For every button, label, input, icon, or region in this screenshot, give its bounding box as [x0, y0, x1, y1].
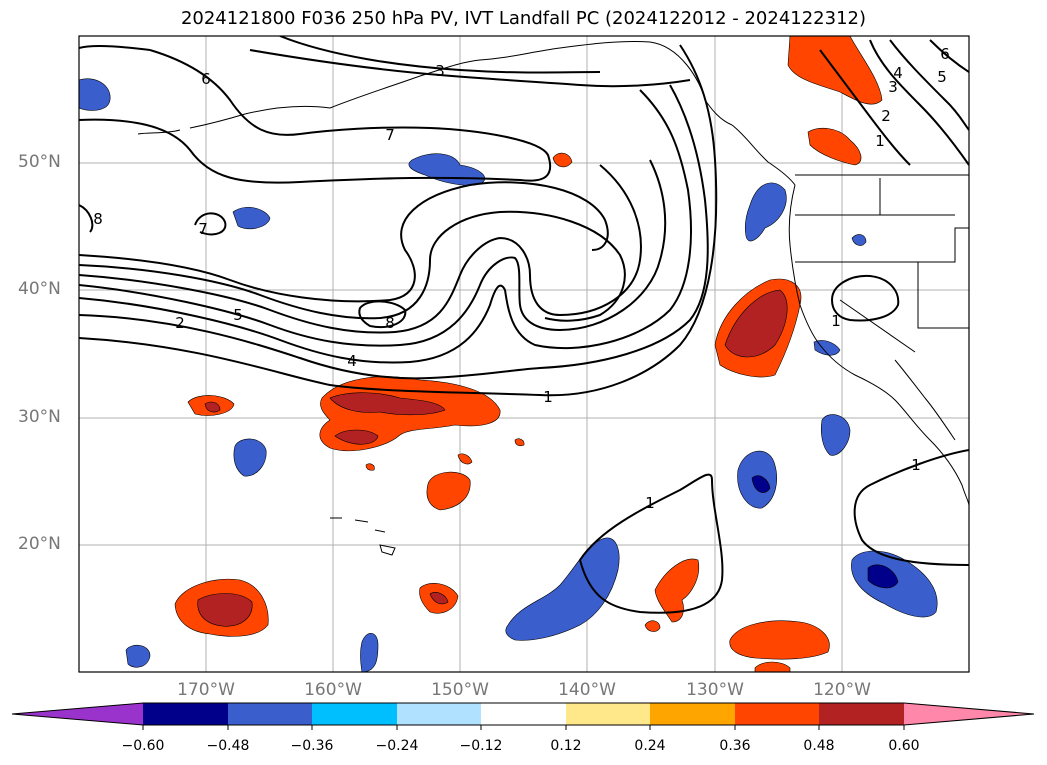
- lat-label: 20°N: [18, 534, 61, 554]
- contour-label: 4: [893, 64, 903, 82]
- colorbar-tick-label: −0.12: [459, 738, 503, 754]
- contour-label: 2: [175, 314, 185, 332]
- contour-label: 5: [233, 306, 243, 324]
- colorbar-tick-label: −0.24: [375, 738, 419, 754]
- map-title: 2024121800 F036 250 hPa PV, IVT Landfall…: [180, 8, 867, 29]
- contour-label: 4: [347, 352, 357, 370]
- colorbar-segment: [904, 703, 1034, 725]
- lon-label: 160°W: [304, 680, 362, 700]
- colorbar-segment: [397, 703, 481, 725]
- contour-label: 8: [93, 210, 103, 228]
- colorbar-segment: [735, 703, 819, 725]
- map-frame: [78, 35, 970, 673]
- colorbar-tick-label: −0.36: [290, 738, 334, 754]
- colorbar-segment: [566, 703, 650, 725]
- colorbar-tick-label: −0.60: [121, 738, 165, 754]
- lat-label: 50°N: [18, 152, 61, 172]
- colorbar-segment: [481, 703, 566, 725]
- contour-label: 6: [201, 70, 211, 88]
- colorbar-tick-label: 0.12: [550, 738, 582, 754]
- colorbar-tick-label: 0.24: [634, 738, 666, 754]
- colorbar-segment: [819, 703, 904, 725]
- contour-label: 3: [888, 78, 898, 96]
- contour-label: 1: [645, 494, 655, 512]
- contour-label: 1: [911, 456, 921, 474]
- colorbar-tick-label: −0.48: [206, 738, 250, 754]
- contour-label: 1: [875, 132, 885, 150]
- contour-label: 1: [543, 388, 553, 406]
- contour-label: 1: [831, 312, 841, 330]
- colorbar: [11, 702, 1035, 730]
- colorbar-segment: [12, 703, 143, 725]
- lon-label: 130°W: [686, 680, 744, 700]
- positive-pv-shading: [174, 36, 883, 672]
- contour-label: 6: [940, 45, 950, 63]
- pv-contours: [79, 36, 969, 614]
- contour-label: 2: [881, 107, 891, 125]
- contour-labels: 6 3 7 8 7 2 5 8 4 1 1 1 1 1 2 3 4 5 6: [93, 45, 950, 512]
- contour-label: 3: [435, 62, 445, 80]
- colorbar-segment: [312, 703, 397, 725]
- colorbar-tick-label: 0.48: [803, 738, 835, 754]
- colorbar-segment: [228, 703, 312, 725]
- contour-label: 7: [385, 126, 395, 144]
- lon-label: 140°W: [558, 680, 616, 700]
- contour-label: 5: [937, 68, 947, 86]
- colorbar-tick-label: 0.36: [719, 738, 751, 754]
- lon-label: 170°W: [177, 680, 235, 700]
- lat-label: 40°N: [18, 279, 61, 299]
- lon-label: 150°W: [431, 680, 489, 700]
- colorbar-segment: [143, 703, 228, 725]
- lat-label: 30°N: [18, 407, 61, 427]
- colorbar-segment: [650, 703, 735, 725]
- lon-label: 120°W: [813, 680, 871, 700]
- colorbar-tick-label: 0.60: [888, 738, 920, 754]
- contour-label: 7: [198, 220, 208, 238]
- contour-label: 8: [385, 314, 395, 332]
